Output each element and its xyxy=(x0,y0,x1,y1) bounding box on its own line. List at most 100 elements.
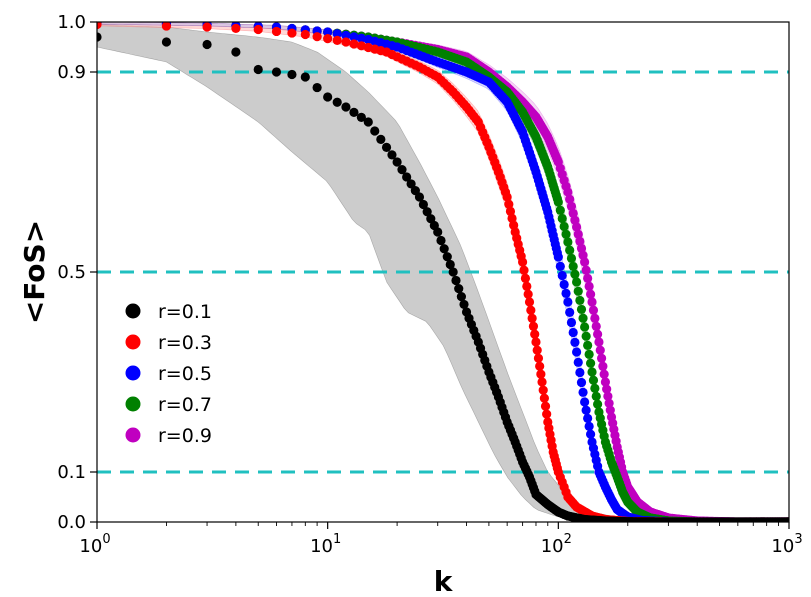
point-r=0.9-k132 xyxy=(581,265,591,275)
legend-marker-r=0.7 xyxy=(125,396,141,412)
point-r=0.1-k9 xyxy=(312,82,322,93)
point-r=0.1-k31 xyxy=(436,235,446,246)
point-r=0.7-k102 xyxy=(555,205,565,215)
point-r=0.1-k35 xyxy=(448,267,458,277)
point-r=0.5-k136 xyxy=(584,421,594,431)
point-r=0.1-k1 xyxy=(97,32,102,42)
point-r=0.9-k126 xyxy=(576,243,587,253)
point-r=0.3-k5 xyxy=(253,24,263,35)
point-r=0.1-k19 xyxy=(387,150,397,160)
point-r=0.9-k156 xyxy=(598,361,608,371)
point-r=0.1-k4 xyxy=(231,47,241,57)
point-r=0.9-k136 xyxy=(584,281,594,291)
point-r=0.3-k71 xyxy=(519,265,529,275)
point-r=0.9-k138 xyxy=(586,289,596,299)
point-r=0.3-k86 xyxy=(538,385,548,395)
point-r=0.1-k26 xyxy=(418,199,428,210)
point-r=0.7-k100 xyxy=(553,197,563,207)
point-r=0.3-k3 xyxy=(202,22,212,32)
point-r=0.3-k62 xyxy=(505,206,516,216)
point-r=0.3-k2 xyxy=(161,22,172,31)
legend-label-r=0.7: r=0.7 xyxy=(158,394,212,416)
point-r=0.5-k132 xyxy=(581,405,591,415)
point-r=0.9-k166 xyxy=(604,398,614,408)
point-r=0.9-k142 xyxy=(588,305,599,315)
point-r=0.3-k1 xyxy=(97,22,102,30)
point-r=0.1-k33 xyxy=(442,252,452,262)
y-tick-label-1: 1.0 xyxy=(57,12,86,33)
legend-label-r=0.9: r=0.9 xyxy=(158,425,212,447)
point-r=0.7-k112 xyxy=(565,245,575,255)
point-r=0.9-k154 xyxy=(596,353,607,363)
point-r=0.3-k11 xyxy=(332,35,342,45)
point-r=0.3-k6 xyxy=(271,26,282,37)
point-r=0.5-k122 xyxy=(573,357,583,367)
point-r=0.9-k122 xyxy=(573,229,583,239)
legend-marker-r=0.1 xyxy=(125,303,141,319)
point-r=0.1-k25 xyxy=(414,192,425,202)
point-r=0.9-k134 xyxy=(583,273,593,283)
point-r=0.5-k118 xyxy=(570,337,580,347)
legend-label-r=0.5: r=0.5 xyxy=(158,363,212,385)
point-r=0.3-k61 xyxy=(504,199,514,209)
point-r=0.1-k5 xyxy=(253,64,263,75)
legend-label-r=0.1: r=0.1 xyxy=(158,301,212,323)
point-r=0.9-k130 xyxy=(580,257,590,267)
point-r=0.3-k83 xyxy=(535,361,545,371)
point-r=0.1-k13 xyxy=(349,107,359,117)
point-r=0.9-k114 xyxy=(566,201,577,211)
point-r=0.9-k158 xyxy=(599,369,609,379)
point-r=0.9-k140 xyxy=(587,297,597,307)
legend-marker-r=0.9 xyxy=(125,427,141,443)
point-r=0.9-k168 xyxy=(605,405,615,415)
point-r=0.5-k102 xyxy=(555,261,565,271)
point-r=0.1-k996 xyxy=(784,517,789,522)
y-tick-label-0.5: 0.5 xyxy=(57,262,86,283)
point-r=0.9-k112 xyxy=(565,194,575,204)
point-r=0.1-k8 xyxy=(300,72,310,82)
point-r=0.3-k14 xyxy=(356,41,366,51)
point-r=0.5-k126 xyxy=(576,377,587,388)
point-r=0.5-k120 xyxy=(572,347,582,357)
point-r=0.3-k13 xyxy=(349,39,359,49)
point-r=0.3-k85 xyxy=(537,377,547,387)
point-r=0.1-k36 xyxy=(451,275,461,286)
point-r=0.7-k108 xyxy=(561,229,571,239)
point-r=0.5-k106 xyxy=(559,279,569,290)
point-r=0.1-k12 xyxy=(341,102,351,112)
legend-label-r=0.3: r=0.3 xyxy=(158,332,212,354)
point-r=0.1-k23 xyxy=(406,179,416,189)
x-axis-label: k xyxy=(434,565,454,597)
point-r=0.3-k87 xyxy=(539,393,549,403)
point-r=0.3-k63 xyxy=(507,213,517,223)
point-r=0.3-k76 xyxy=(526,305,536,315)
point-r=0.9-k152 xyxy=(595,345,605,355)
point-r=0.7-k138 xyxy=(586,358,596,368)
point-r=0.1-k21 xyxy=(397,165,407,175)
y-tick-label-0: 0.0 xyxy=(57,512,86,533)
point-r=0.1-k11 xyxy=(332,97,342,107)
x-tick-label-100: 102 xyxy=(541,532,572,557)
point-r=0.3-k81 xyxy=(532,345,542,355)
point-r=0.1-k7 xyxy=(287,69,297,80)
point-r=0.7-k130 xyxy=(580,322,590,332)
point-r=0.3-k82 xyxy=(533,353,544,363)
legend-marker-r=0.5 xyxy=(125,365,141,381)
point-r=0.1-k18 xyxy=(381,142,392,152)
point-r=0.5-k138 xyxy=(586,429,596,439)
point-r=0.7-k104 xyxy=(557,213,567,224)
point-r=0.1-k22 xyxy=(402,172,412,182)
point-r=0.3-k9 xyxy=(312,32,322,42)
point-r=0.7-k148 xyxy=(593,399,603,409)
point-r=0.5-k14 xyxy=(356,33,366,43)
x-tick-label-1: 100 xyxy=(79,532,110,557)
point-r=0.5-k124 xyxy=(575,367,585,378)
point-r=0.1-k30 xyxy=(433,227,443,237)
point-r=0.3-k78 xyxy=(528,321,539,331)
point-r=0.9-k146 xyxy=(591,321,601,331)
point-r=0.9-k124 xyxy=(575,236,585,246)
point-r=0.5-k108 xyxy=(561,288,571,298)
legend-marker-r=0.3 xyxy=(125,334,141,350)
point-r=0.9-k164 xyxy=(603,391,613,401)
